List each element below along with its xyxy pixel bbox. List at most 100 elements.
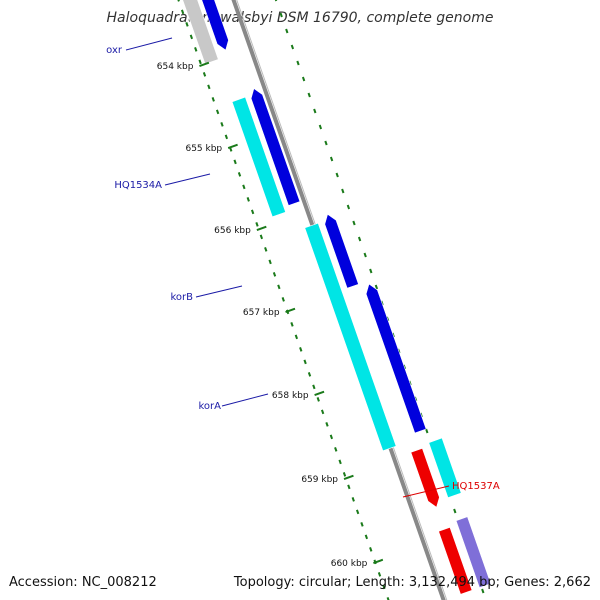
tick-dot-outer xyxy=(274,0,278,2)
tick-dot-inner xyxy=(281,297,285,302)
scale-tick xyxy=(285,307,296,313)
scale-label: 660 kbp xyxy=(331,559,368,569)
tick-dot-inner xyxy=(355,509,360,515)
scale-tick xyxy=(373,558,384,564)
gene-leader-line xyxy=(164,173,211,186)
gene-label-hq1537a: HQ1537A xyxy=(452,481,500,492)
scale-tick xyxy=(199,61,210,67)
scale-tick xyxy=(314,390,325,396)
tick-dot-inner xyxy=(294,334,299,340)
tick-dot-inner xyxy=(224,134,229,140)
tick-dot-inner xyxy=(307,372,312,377)
gene-block-red xyxy=(438,526,473,595)
tick-dot-inner xyxy=(177,0,180,2)
gene-block-forward xyxy=(201,0,229,51)
tick-dot-outer xyxy=(290,44,295,50)
tick-dot-outer xyxy=(357,236,362,242)
tick-dot-inner xyxy=(303,359,307,365)
tick-dot-inner xyxy=(185,22,189,27)
tick-dot-inner xyxy=(342,472,347,477)
tick-dot-inner xyxy=(246,197,250,202)
tick-dot-inner xyxy=(369,547,373,552)
gene-label-oxr: oxr xyxy=(106,45,123,56)
tick-dot-outer xyxy=(369,268,373,274)
tick-dot-outer xyxy=(279,12,283,18)
gene-block-reverse xyxy=(428,437,462,499)
tick-dot-inner xyxy=(180,9,185,15)
tick-dot-inner xyxy=(233,159,237,165)
tick-dot-inner xyxy=(386,597,390,600)
tick-dot-inner xyxy=(299,347,303,352)
tick-dot-outer xyxy=(307,92,311,98)
gene-block-reverse xyxy=(231,96,286,218)
gene-block-red xyxy=(410,447,440,508)
tick-dot-inner xyxy=(347,484,351,490)
tick-dot-outer xyxy=(318,124,323,130)
accession-text: Accession: NC_008212 xyxy=(9,575,157,590)
tick-dot-inner xyxy=(360,522,364,527)
scale-tick xyxy=(343,474,354,480)
gene-label-hq1534a: HQ1534A xyxy=(114,180,162,191)
gene-block-forward xyxy=(250,88,301,206)
tick-dot-inner xyxy=(382,584,386,590)
tick-dot-inner xyxy=(250,209,255,215)
scale-tick xyxy=(227,143,238,149)
tick-dot-inner xyxy=(312,384,316,390)
tick-dot-inner xyxy=(334,447,338,452)
tick-dot-inner xyxy=(272,272,277,277)
tick-dot-inner xyxy=(338,459,342,465)
tick-dot-outer xyxy=(341,188,345,194)
gene-block-reverse xyxy=(304,222,397,452)
tick-dot-inner xyxy=(207,84,211,90)
tick-dot-inner xyxy=(320,409,325,415)
tick-dot-inner xyxy=(211,97,215,102)
tick-dot-inner xyxy=(220,122,224,127)
tick-dot-outer xyxy=(301,76,306,82)
tick-dot-outer xyxy=(425,428,429,434)
tick-dot-inner xyxy=(316,397,320,402)
gene-leader-line xyxy=(221,393,269,407)
tick-dot-inner xyxy=(377,572,382,577)
scale-label: 658 kbp xyxy=(272,391,309,401)
tick-dot-outer xyxy=(324,140,328,146)
gene-label-kora: korA xyxy=(198,401,221,412)
tick-dot-inner xyxy=(237,172,242,177)
scale-label: 657 kbp xyxy=(243,308,280,318)
gene-block-faded-forward xyxy=(455,516,492,589)
scale-label: 655 kbp xyxy=(185,144,222,154)
gene-block-faded xyxy=(182,0,219,65)
tick-dot-inner xyxy=(325,422,329,427)
tick-dot-inner xyxy=(255,222,259,227)
genome-summary-text: Topology: circular; Length: 3,132,494 bp… xyxy=(233,575,591,590)
tick-dot-inner xyxy=(264,247,268,252)
tick-dot-inner xyxy=(329,434,334,440)
tick-dot-outer xyxy=(346,204,351,210)
scale-tick xyxy=(256,225,267,231)
tick-dot-inner xyxy=(259,234,264,240)
gene-leader-line xyxy=(402,485,450,498)
tick-dot-inner xyxy=(242,184,246,190)
tick-dot-outer xyxy=(335,172,339,178)
tick-dot-inner xyxy=(198,59,202,65)
tick-dot-inner xyxy=(189,34,194,40)
scale-label: 654 kbp xyxy=(157,62,194,72)
tick-dot-outer xyxy=(453,508,457,514)
gene-label-korb: korB xyxy=(170,292,193,303)
scale-label: 656 kbp xyxy=(214,226,251,236)
tick-dot-inner xyxy=(364,534,369,540)
tick-dot-inner xyxy=(277,284,281,290)
scale-label: 659 kbp xyxy=(301,475,338,485)
gene-block-forward xyxy=(324,213,359,289)
tick-dot-outer xyxy=(481,588,485,594)
tick-dot-inner xyxy=(268,259,272,265)
tick-dot-outer xyxy=(313,108,317,114)
gene-leader-line xyxy=(195,285,243,298)
tick-dot-inner xyxy=(290,322,294,327)
tick-dot-outer xyxy=(352,220,356,226)
tick-dot-inner xyxy=(351,497,355,502)
tick-dot-outer xyxy=(296,60,300,66)
tick-dot-inner xyxy=(202,72,207,77)
tick-dot-inner xyxy=(215,109,220,115)
tick-dot-outer xyxy=(363,252,367,258)
